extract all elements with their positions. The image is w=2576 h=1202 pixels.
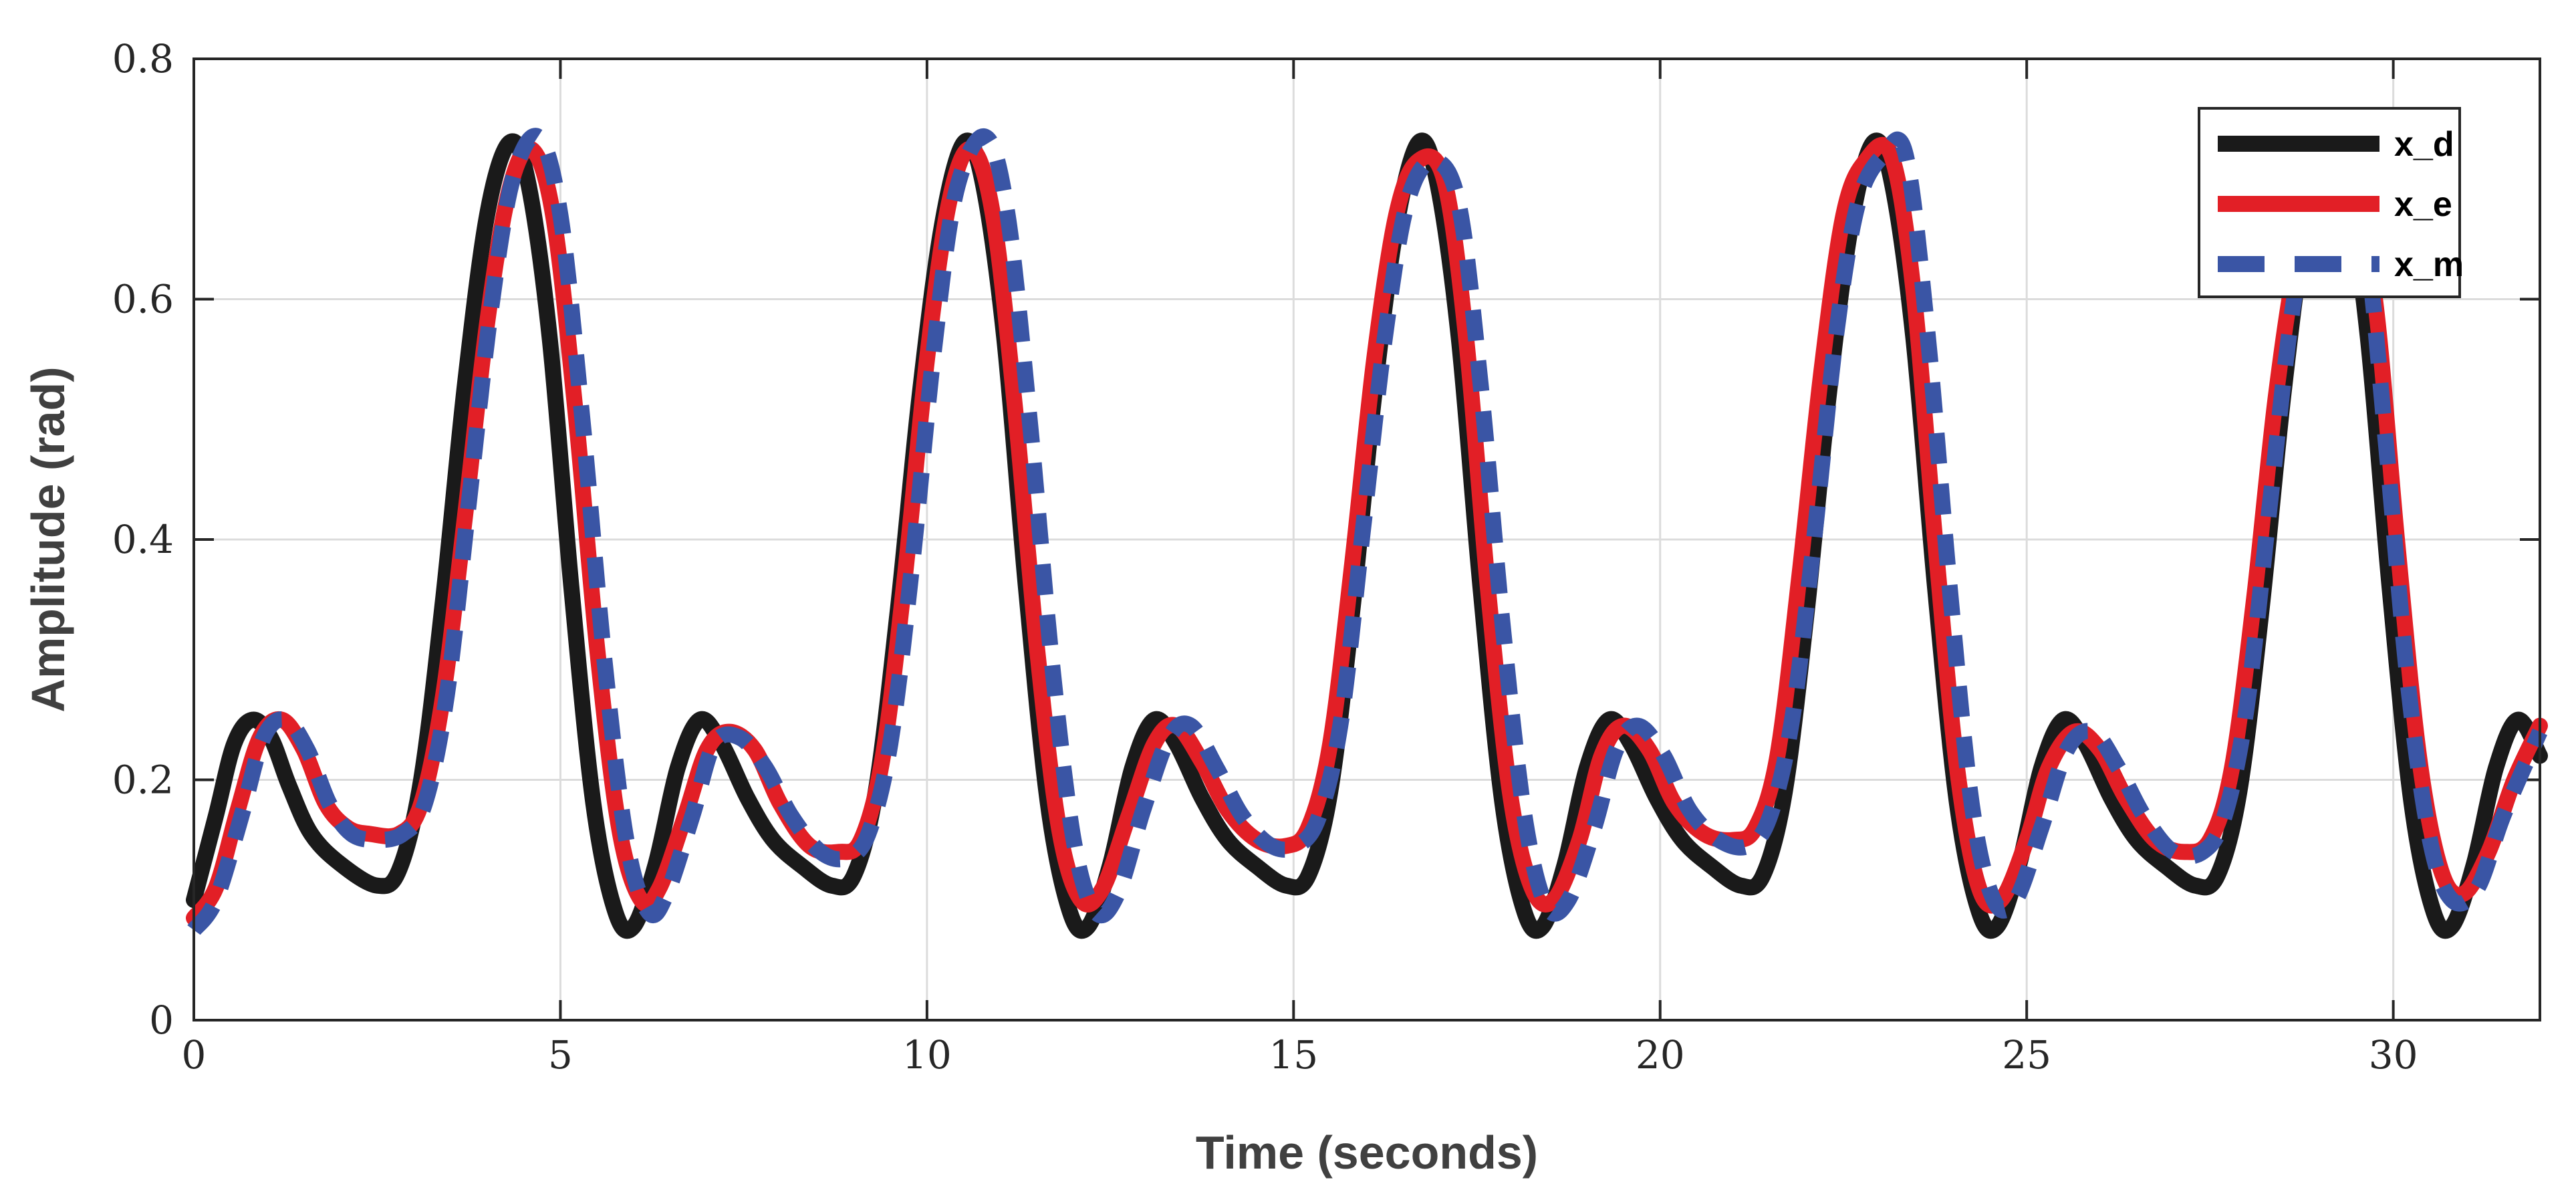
legend: x_d x_e x_m bbox=[2198, 107, 2464, 298]
tick-labels: 0 5 10 15 20 25 30 0 0.2 0.4 0.6 0.8 bbox=[112, 36, 2418, 1078]
y-tick-label: 0.8 bbox=[112, 36, 174, 82]
x-tick-label: 0 bbox=[182, 1032, 207, 1078]
y-tick-label: 0.6 bbox=[112, 277, 174, 322]
x-tick-label: 10 bbox=[902, 1032, 952, 1078]
y-tick-label: 0.4 bbox=[112, 517, 174, 562]
x-tick-label: 5 bbox=[548, 1032, 573, 1078]
y-axis-label: Amplitude (rad) bbox=[22, 366, 74, 712]
legend-label-x_m: x_m bbox=[2394, 245, 2464, 284]
series-line-x_m bbox=[187, 128, 2548, 935]
legend-label-x_d: x_d bbox=[2394, 125, 2454, 164]
x-tick-label: 25 bbox=[2002, 1032, 2051, 1078]
legend-label-x_e: x_e bbox=[2394, 185, 2452, 224]
y-tick-label: 0.2 bbox=[112, 757, 174, 803]
x-tick-label: 30 bbox=[2369, 1032, 2418, 1078]
series-layer bbox=[186, 128, 2548, 939]
x-tick-label: 15 bbox=[1269, 1032, 1318, 1078]
x-tick-label: 20 bbox=[1636, 1032, 1685, 1078]
axes-box bbox=[192, 57, 2541, 1021]
x-axis-label: Time (seconds) bbox=[1196, 1126, 1538, 1179]
y-tick-label: 0 bbox=[149, 997, 174, 1043]
